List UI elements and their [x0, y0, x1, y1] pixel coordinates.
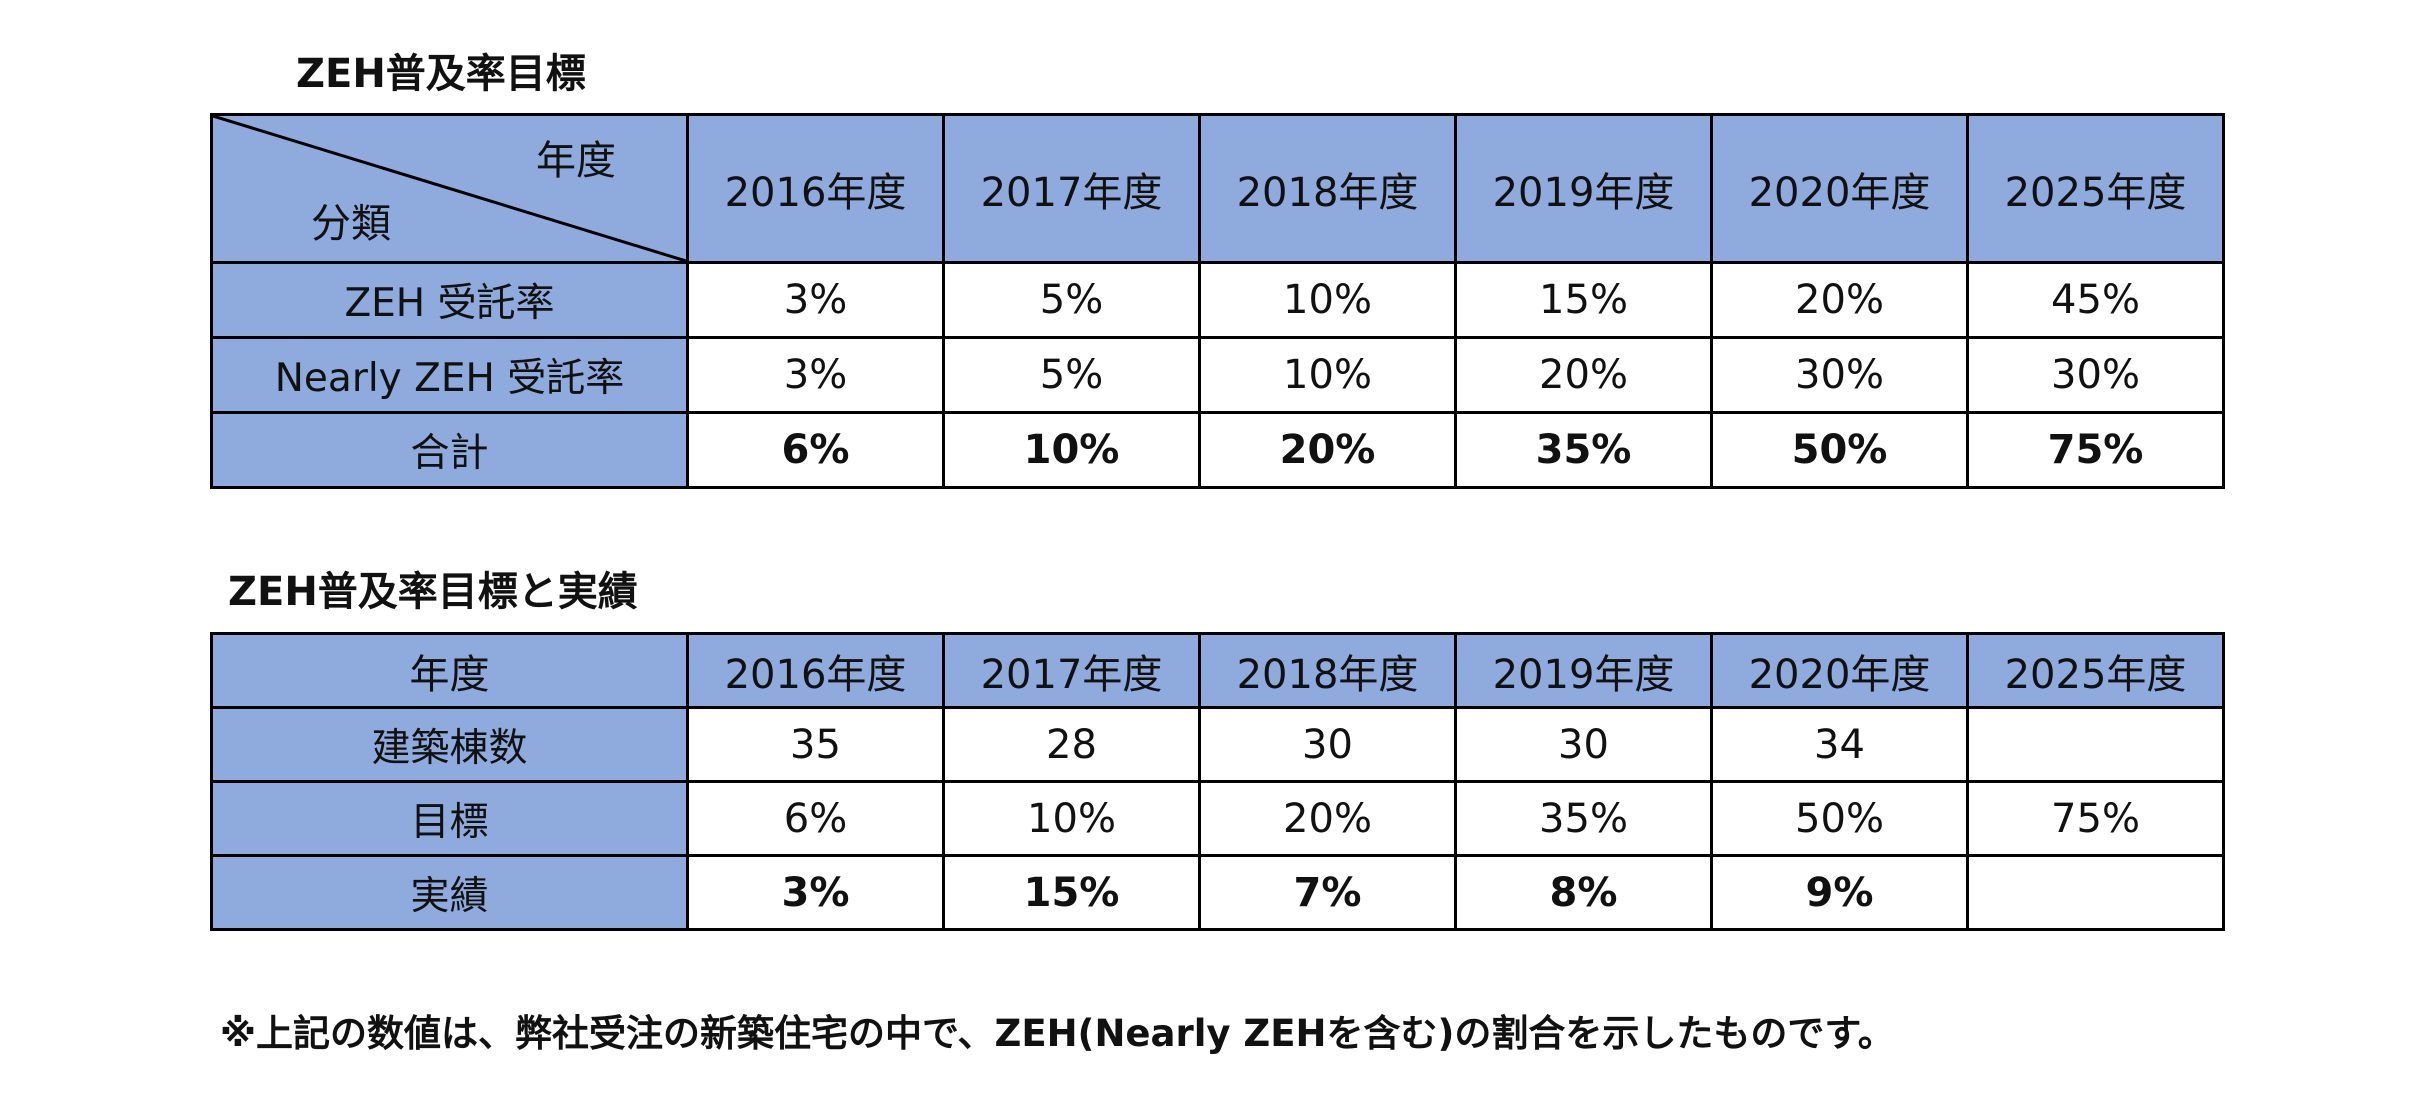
- total-cell: 6%: [686, 411, 945, 489]
- year-column-label: 年度: [210, 632, 689, 709]
- result-cell: 3%: [686, 854, 945, 931]
- result-cell: 8%: [1454, 854, 1713, 931]
- row-label-target: 目標: [210, 780, 689, 857]
- row-label-total: 合計: [210, 411, 689, 489]
- table-row-total: 合計 6% 10% 20% 35% 50% 75%: [210, 411, 2225, 489]
- table-cell: 3%: [686, 336, 945, 414]
- row-label-nearly-zeh-rate: Nearly ZEH 受託率: [210, 336, 689, 414]
- year-header: 2019年度: [1454, 113, 1713, 264]
- total-cell: 50%: [1710, 411, 1969, 489]
- year-header: 2016年度: [686, 632, 945, 709]
- table-cell: 6%: [686, 780, 945, 857]
- table-row-results: 実績 3% 15% 7% 8% 9%: [210, 854, 2225, 931]
- table-cell: 3%: [686, 261, 945, 339]
- table-cell: [1966, 706, 2225, 783]
- table-cell: 5%: [942, 336, 1201, 414]
- table-cell: 75%: [1966, 780, 2225, 857]
- footnote: ※上記の数値は、弊社受注の新築住宅の中で、ZEH(Nearly ZEHを含む)の…: [220, 1012, 1895, 1055]
- corner-year-label: 年度: [536, 138, 616, 184]
- table-cell: 5%: [942, 261, 1201, 339]
- zeh-target-title: ZEH普及率目標: [296, 51, 586, 97]
- table-cell: 20%: [1198, 780, 1457, 857]
- result-cell: 15%: [942, 854, 1201, 931]
- table-cell: 35%: [1454, 780, 1713, 857]
- result-cell: 9%: [1710, 854, 1969, 931]
- row-label-zeh-rate: ZEH 受託率: [210, 261, 689, 339]
- table-cell: 30%: [1966, 336, 2225, 414]
- total-cell: 20%: [1198, 411, 1457, 489]
- table-cell: 20%: [1454, 336, 1713, 414]
- table-cell: 30: [1454, 706, 1713, 783]
- table-cell: 50%: [1710, 780, 1969, 857]
- table-cell: 10%: [1198, 261, 1457, 339]
- table-row: Nearly ZEH 受託率 3% 5% 10% 20% 30% 30%: [210, 336, 2225, 414]
- table-cell: 30%: [1710, 336, 1969, 414]
- zeh-target-results-title: ZEH普及率目標と実績: [228, 569, 638, 615]
- year-header: 2016年度: [686, 113, 945, 264]
- row-label-results: 実績: [210, 854, 689, 931]
- table-cell: 35: [686, 706, 945, 783]
- table-cell: 45%: [1966, 261, 2225, 339]
- table-row: 建築棟数 35 28 30 30 34: [210, 706, 2225, 783]
- table-row: ZEH 受託率 3% 5% 10% 15% 20% 45%: [210, 261, 2225, 339]
- year-header: 2025年度: [1966, 113, 2225, 264]
- total-cell: 75%: [1966, 411, 2225, 489]
- year-header: 2019年度: [1454, 632, 1713, 709]
- table-cell: 15%: [1454, 261, 1713, 339]
- table-row: 目標 6% 10% 20% 35% 50% 75%: [210, 780, 2225, 857]
- diagonal-divider: [213, 116, 686, 261]
- year-header: 2020年度: [1710, 632, 1969, 709]
- table-cell: 34: [1710, 706, 1969, 783]
- year-header: 2017年度: [942, 632, 1201, 709]
- year-header: 2018年度: [1198, 113, 1457, 264]
- table-cell: 30: [1198, 706, 1457, 783]
- corner-header-cell: 年度 分類: [210, 113, 689, 264]
- table-cell: 20%: [1710, 261, 1969, 339]
- table-header-row: 年度 2016年度 2017年度 2018年度 2019年度 2020年度 20…: [210, 632, 2225, 709]
- total-cell: 35%: [1454, 411, 1713, 489]
- table-header-row: 年度 分類 2016年度 2017年度 2018年度 2019年度 2020年度…: [210, 113, 2225, 264]
- table-cell: 10%: [1198, 336, 1457, 414]
- table-cell: 28: [942, 706, 1201, 783]
- result-cell: [1966, 854, 2225, 931]
- total-cell: 10%: [942, 411, 1201, 489]
- zeh-target-results-table: 年度 2016年度 2017年度 2018年度 2019年度 2020年度 20…: [210, 632, 2225, 931]
- year-header: 2018年度: [1198, 632, 1457, 709]
- year-header: 2025年度: [1966, 632, 2225, 709]
- year-header: 2020年度: [1710, 113, 1969, 264]
- table-cell: 10%: [942, 780, 1201, 857]
- year-header: 2017年度: [942, 113, 1201, 264]
- result-cell: 7%: [1198, 854, 1457, 931]
- zeh-target-table: 年度 分類 2016年度 2017年度 2018年度 2019年度 2020年度…: [210, 113, 2225, 489]
- corner-category-label: 分類: [311, 201, 391, 247]
- row-label-buildings: 建築棟数: [210, 706, 689, 783]
